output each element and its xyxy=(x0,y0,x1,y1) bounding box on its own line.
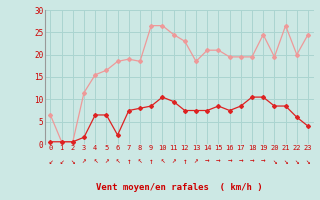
Text: ↖: ↖ xyxy=(138,156,142,166)
Text: ↘: ↘ xyxy=(272,156,277,166)
Text: ↑: ↑ xyxy=(182,156,187,166)
Text: ↗: ↗ xyxy=(104,156,109,166)
Text: ↙: ↙ xyxy=(48,156,53,166)
Text: ↑: ↑ xyxy=(149,156,154,166)
Text: ↙: ↙ xyxy=(59,156,64,166)
Text: ↖: ↖ xyxy=(115,156,120,166)
Text: ↗: ↗ xyxy=(82,156,86,166)
Text: →: → xyxy=(250,156,254,166)
Text: →: → xyxy=(261,156,266,166)
Text: →: → xyxy=(205,156,210,166)
Text: →: → xyxy=(227,156,232,166)
Text: ↘: ↘ xyxy=(283,156,288,166)
Text: ↗: ↗ xyxy=(171,156,176,166)
Text: ↘: ↘ xyxy=(70,156,75,166)
Text: ↑: ↑ xyxy=(126,156,131,166)
Text: ↖: ↖ xyxy=(93,156,98,166)
Text: →: → xyxy=(238,156,243,166)
Text: ↖: ↖ xyxy=(160,156,165,166)
Text: Vent moyen/en rafales  ( km/h ): Vent moyen/en rafales ( km/h ) xyxy=(96,183,262,192)
Text: ↗: ↗ xyxy=(194,156,198,166)
Text: →: → xyxy=(216,156,221,166)
Text: ↘: ↘ xyxy=(294,156,299,166)
Text: ↘: ↘ xyxy=(306,156,310,166)
